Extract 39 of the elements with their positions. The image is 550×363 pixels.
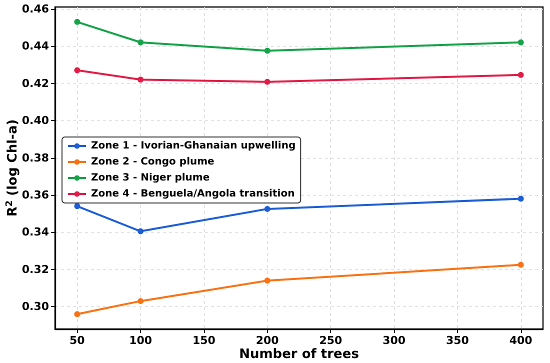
x-tick-label: 50 (70, 334, 86, 347)
y-tick-label: 0.30 (22, 300, 50, 314)
point (138, 298, 144, 304)
y-tick-label: 0.36 (22, 188, 50, 202)
y-tick-label: 0.42 (22, 76, 49, 90)
point (518, 262, 524, 268)
point (518, 39, 524, 46)
y-axis-title: R2 (log Chl-a) (5, 119, 20, 217)
legend-label: Zone 3 - Niger plume (91, 172, 210, 184)
point (138, 76, 144, 83)
x-tick-label: 400 (509, 334, 533, 347)
y-tick-label: 0.32 (22, 262, 49, 276)
point (138, 228, 144, 234)
x-tick-label: 300 (382, 334, 406, 347)
legend-label: Zone 2 - Congo plume (91, 156, 215, 168)
point (518, 72, 524, 78)
x-tick-label: 350 (446, 334, 470, 347)
x-tick-label: 100 (129, 334, 152, 347)
point (74, 18, 80, 25)
point (264, 206, 270, 212)
point (264, 278, 270, 284)
y-tick-label: 0.46 (22, 2, 50, 16)
y-tick-label: 0.34 (22, 226, 50, 239)
point (138, 39, 144, 46)
x-tick-label: 200 (256, 334, 280, 347)
legend-label: Zone 4 - Benguela/Angola transition (91, 188, 295, 200)
point (74, 311, 80, 318)
point (74, 67, 80, 74)
point (264, 78, 270, 85)
y-tick-label: 0.40 (22, 114, 50, 128)
x-tick-label: 250 (319, 334, 343, 347)
x-axis-title: Number of trees (239, 347, 360, 362)
y-tick-label: 0.38 (22, 151, 49, 164)
y-tick-label: 0.44 (22, 40, 50, 53)
point (518, 196, 524, 202)
point (264, 48, 270, 54)
legend-label: Zone 1 - Ivorian-Ghanaian upwelling (91, 140, 296, 152)
x-tick-label: 150 (192, 334, 216, 347)
point (74, 203, 80, 210)
